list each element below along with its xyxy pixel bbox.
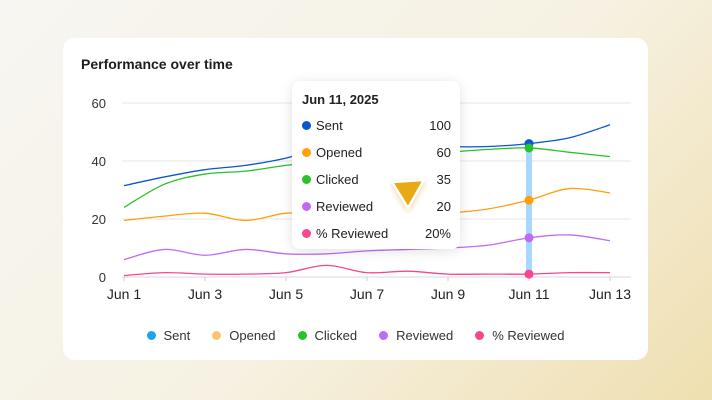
legend-dot: [297, 331, 307, 340]
legend-label: % Reviewed: [492, 328, 565, 343]
tooltip-label: % Reviewed: [316, 226, 389, 241]
x-tick-label: Jun 13: [589, 286, 631, 302]
legend-dot: [212, 331, 222, 340]
tooltip: Jun 11, 2025 Sent 100 Opened 60 Clicked 35 Rev…: [292, 81, 460, 249]
x-tick-label: Jun 1: [107, 286, 141, 302]
legend-item[interactable]: Reviewed: [379, 328, 453, 343]
x-tick-label: Jun 5: [269, 286, 303, 302]
series-line-reviewed: [123, 264, 611, 277]
tooltip-value: 60: [436, 145, 451, 160]
legend-item[interactable]: Clicked: [297, 328, 358, 343]
tooltip-dot: [302, 229, 311, 238]
tooltip-row: Opened 60: [302, 145, 451, 160]
tooltip-label: Opened: [316, 145, 363, 160]
highlight-point: [524, 143, 534, 153]
x-tick-label: Jun 9: [431, 286, 465, 302]
tooltip-dot: [302, 148, 311, 157]
tooltip-row: Clicked 35: [302, 172, 451, 187]
tooltip-label: Sent: [316, 118, 343, 133]
legend: Sent Opened Clicked Reviewed % Reviewed: [63, 328, 648, 343]
legend-dot: [379, 331, 389, 340]
tooltip-label: Clicked: [316, 172, 359, 187]
highlight-point: [524, 195, 534, 205]
x-tick-label: Jun 3: [188, 286, 222, 302]
pointer-arrow-icon: [390, 178, 426, 210]
y-tick-label: 40: [92, 154, 106, 169]
legend-label: Sent: [163, 328, 191, 343]
legend-item[interactable]: % Reviewed: [475, 328, 565, 343]
tooltip-value: 20: [436, 199, 451, 214]
tooltip-label: Reviewed: [316, 199, 374, 214]
y-tick-label: 60: [92, 96, 106, 111]
tooltip-value: 35: [436, 172, 451, 187]
tooltip-row: Reviewed 20: [302, 199, 451, 214]
tooltip-date: Jun 11, 2025: [302, 92, 379, 107]
x-tick-label: Jun 11: [509, 286, 550, 302]
legend-item[interactable]: Opened: [212, 328, 276, 343]
tooltip-dot: [302, 175, 311, 184]
tooltip-row: Sent 100: [302, 118, 451, 133]
chart-title: Performance over time: [81, 56, 233, 72]
highlight-point: [524, 269, 534, 279]
y-tick-label: 0: [99, 270, 106, 285]
legend-dot: [475, 331, 485, 340]
legend-dot: [146, 331, 156, 340]
tooltip-row: % Reviewed 20%: [302, 226, 451, 241]
tooltip-value: 20%: [424, 226, 451, 241]
legend-label: Reviewed: [396, 328, 454, 343]
tooltip-dot: [302, 121, 311, 130]
legend-label: Opened: [229, 328, 276, 343]
y-tick-label: 20: [92, 212, 106, 227]
highlight-point: [524, 233, 534, 243]
x-tick-label: Jun 7: [350, 286, 384, 302]
tooltip-dot: [302, 202, 311, 211]
tooltip-value: 100: [429, 118, 451, 133]
legend-label: Clicked: [314, 328, 358, 343]
legend-item[interactable]: Sent: [146, 328, 191, 343]
